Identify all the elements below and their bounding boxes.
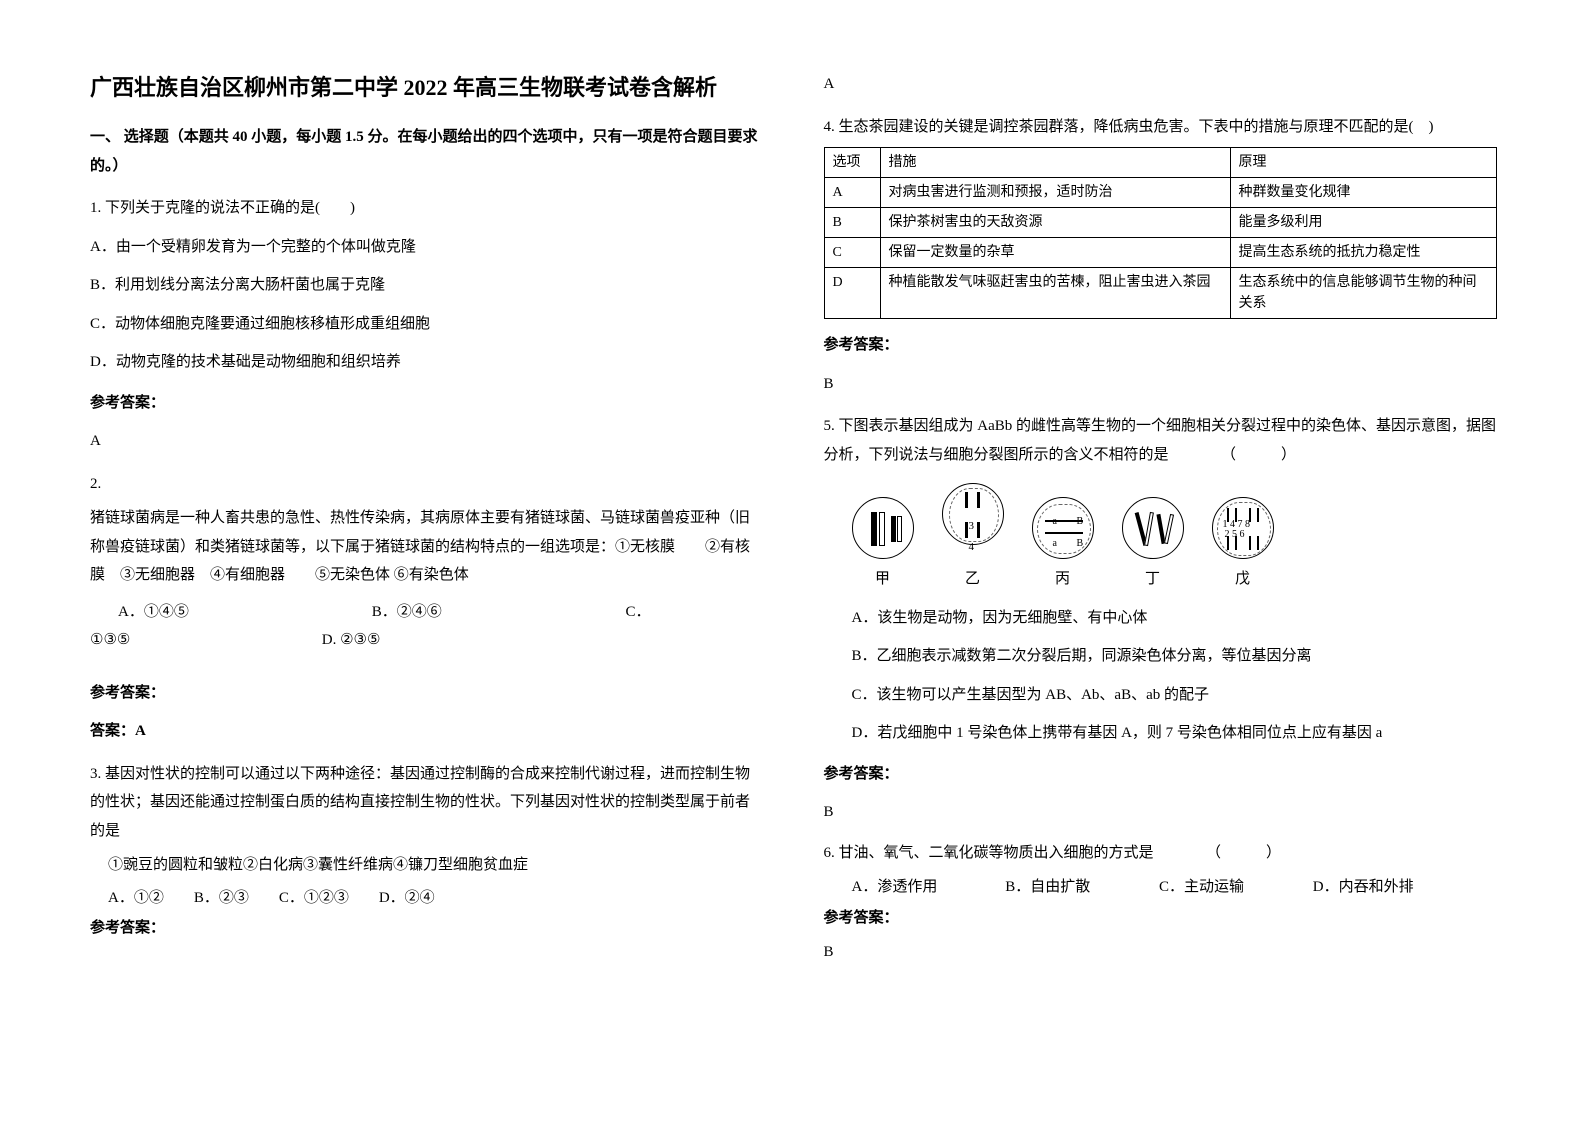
q1-opt-d: D．动物克隆的技术基础是动物细胞和组织培养	[90, 348, 764, 377]
q4-stem: 4. 生态茶园建设的关键是调控茶园群落，降低病虫危害。下表中的措施与原理不匹配的…	[824, 113, 1498, 142]
q3-opts: A．①② B．②③ C．①②③ D．②④	[90, 884, 764, 913]
q1-ans-label: 参考答案：	[90, 389, 764, 418]
section-1-head: 一、 选择题（本题共 40 小题，每小题 1.5 分。在每小题给出的四个选项中，…	[90, 123, 764, 180]
q3-line2: ①豌豆的圆粒和皱粒②白化病③囊性纤维病④镰刀型细胞贫血症	[90, 851, 764, 880]
q2-stem: 猪链球菌病是一种人畜共患的急性、热性传染病，其病原体主要有猪链球菌、马链球菌兽疫…	[90, 504, 764, 590]
cell-wu: 1 4 7 8 2 5 6 戊	[1212, 497, 1274, 594]
q1-opt-b: B．利用划线分离法分离大肠杆菌也属于克隆	[90, 271, 764, 300]
q2-opt-c-prefix: C．	[626, 604, 651, 620]
q5-opt-c: C．该生物可以产生基因型为 AB、Ab、aB、ab 的配子	[824, 681, 1498, 710]
q6-opt-c: C．主动运输	[1159, 873, 1309, 902]
q6-opt-b: B．自由扩散	[1005, 873, 1155, 902]
q4-rc3: 提高生态系统的抵抗力稳定性	[1230, 238, 1497, 268]
cell-yi: 34 乙	[942, 483, 1004, 594]
q5-opt-a: A．该生物是动物，因为无细胞壁、有中心体	[824, 604, 1498, 633]
q4-rd1: D	[824, 268, 880, 319]
cell-ding: 丁	[1122, 497, 1184, 594]
cell-bing-label: 丙	[1055, 565, 1070, 594]
q6-opt-d: D．内吞和外排	[1313, 873, 1414, 902]
q5-stem: 5. 下图表示基因组成为 AaBb 的雌性高等生物的一个细胞相关分裂过程中的染色…	[824, 412, 1498, 469]
q6-opt-a: A．渗透作用	[852, 873, 1002, 902]
q6-ans: B	[824, 938, 1498, 967]
q4-table: 选项 措施 原理 A 对病虫害进行监测和预报，适时防治 种群数量变化规律 B 保…	[824, 147, 1498, 319]
q3-ans: A	[824, 70, 1498, 99]
cell-bing-B1: B	[1077, 512, 1084, 531]
cell-bing-a1: a	[1053, 512, 1057, 531]
q1-opt-a: A．由一个受精卵发育为一个完整的个体叫做克隆	[90, 233, 764, 262]
q2-opts-line1: A．①④⑤ B．②④⑥ C．	[90, 598, 764, 627]
q4-ans-label: 参考答案：	[824, 331, 1498, 360]
q2-ans: 答案：A	[90, 717, 764, 746]
q4-rb1: B	[824, 208, 880, 238]
q1-stem: 1. 下列关于克隆的说法不正确的是( )	[90, 194, 764, 223]
q6-stem: 6. 甘油、氧气、二氧化碳等物质出入细胞的方式是 （ ）	[824, 839, 1498, 868]
q2-opt-d: D. ②③⑤	[322, 632, 381, 648]
q4-rc1: C	[824, 238, 880, 268]
q2-num: 2.	[90, 470, 764, 499]
q4-rb3: 能量多级利用	[1230, 208, 1497, 238]
q1-opt-c: C．动物体细胞克隆要通过细胞核移植形成重组细胞	[90, 310, 764, 339]
doc-title: 广西壮族自治区柳州市第二中学 2022 年高三生物联考试卷含解析	[90, 70, 764, 105]
q3-stem: 3. 基因对性状的控制可以通过以下两种途径：基因通过控制酶的合成来控制代谢过程，…	[90, 760, 764, 846]
cell-jia: 甲	[852, 497, 914, 594]
q4-rd2: 种植能散发气味驱赶害虫的苦楝，阻止害虫进入茶园	[880, 268, 1230, 319]
q2-ans-label: 参考答案：	[90, 679, 764, 708]
q2-opt-b: B．②④⑥	[372, 598, 572, 627]
cell-yi-label: 乙	[965, 565, 980, 594]
cell-bing: a B a B 丙	[1032, 497, 1094, 594]
q2-opts-line2: ①③⑤ D. ②③⑤	[90, 626, 764, 655]
q5-opt-d: D．若戊细胞中 1 号染色体上携带有基因 A，则 7 号染色体相同位点上应有基因…	[824, 719, 1498, 748]
q4-ans: B	[824, 370, 1498, 399]
q5-figure: 甲 34 乙	[852, 483, 1498, 594]
q5-ans: B	[824, 798, 1498, 827]
q4-ra1: A	[824, 178, 880, 208]
q4-rc2: 保留一定数量的杂草	[880, 238, 1230, 268]
q4-th1: 选项	[824, 148, 880, 178]
q2-opt-a: A．①④⑤	[118, 598, 318, 627]
cell-ding-label: 丁	[1145, 565, 1160, 594]
q3-ans-label: 参考答案：	[90, 914, 764, 943]
q4-rd3: 生态系统中的信息能够调节生物的种间关系	[1230, 268, 1497, 319]
q6-opts: A．渗透作用 B．自由扩散 C．主动运输 D．内吞和外排	[824, 873, 1498, 902]
right-column: A 4. 生态茶园建设的关键是调控茶园群落，降低病虫危害。下表中的措施与原理不匹…	[824, 70, 1498, 967]
q4-th3: 原理	[1230, 148, 1497, 178]
q4-rb2: 保护茶树害虫的天敌资源	[880, 208, 1230, 238]
q4-th2: 措施	[880, 148, 1230, 178]
q4-ra2: 对病虫害进行监测和预报，适时防治	[880, 178, 1230, 208]
q6-ans-label: 参考答案：	[824, 904, 1498, 933]
q4-ra3: 种群数量变化规律	[1230, 178, 1497, 208]
q5-ans-label: 参考答案：	[824, 760, 1498, 789]
q1-ans: A	[90, 427, 764, 456]
q2-opt-c-body: ①③⑤	[90, 626, 318, 655]
left-column: 广西壮族自治区柳州市第二中学 2022 年高三生物联考试卷含解析 一、 选择题（…	[90, 70, 764, 967]
cell-wu-label: 戊	[1235, 565, 1250, 594]
cell-bing-B2: B	[1077, 534, 1084, 553]
cell-bing-a2: a	[1053, 534, 1057, 553]
q5-opt-b: B．乙细胞表示减数第二次分裂后期，同源染色体分离，等位基因分离	[824, 642, 1498, 671]
cell-jia-label: 甲	[875, 565, 890, 594]
